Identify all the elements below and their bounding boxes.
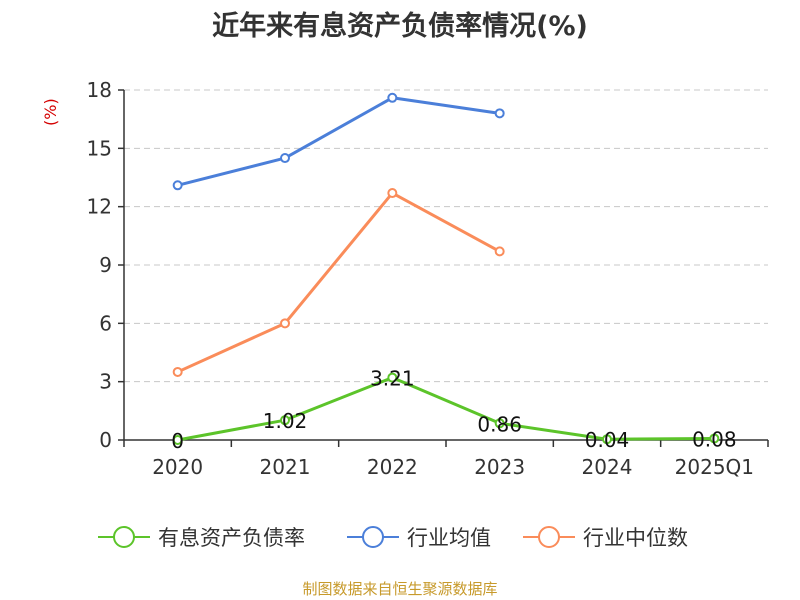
series-lines: [172, 92, 720, 445]
data-label: 0.04: [585, 428, 630, 452]
data-point: [172, 366, 183, 377]
y-tick-label: 0: [99, 428, 112, 452]
data-point: [494, 108, 505, 119]
legend-label: 行业均值: [407, 526, 491, 550]
legend-item-interest-debt-ratio[interactable]: 有息资产负债率: [98, 520, 305, 554]
data-point: [387, 92, 398, 103]
axes: 0 3 6 9 12 15 18 2020 2021 2022 2023 2024 2025Q1: [87, 78, 769, 479]
x-tick-label: 2025Q1: [675, 455, 754, 479]
data-point: [172, 180, 183, 191]
data-point: [280, 415, 290, 426]
source-note: 制图数据来自恒生聚源数据库: [302, 580, 498, 598]
y-tick-label: 15: [87, 136, 112, 160]
legend: 有息资产负债率 行业均值 行业中位数: [0, 520, 800, 554]
series-line: [177, 191, 501, 374]
legend-marker-orange: [523, 526, 575, 548]
y-tick-label: 18: [87, 78, 112, 102]
series-0: [172, 372, 720, 445]
legend-marker-green: [98, 526, 150, 548]
legend-item-industry-median[interactable]: 行业中位数: [523, 520, 688, 554]
data-label: 0.08: [692, 427, 737, 451]
legend-label: 行业中位数: [583, 526, 688, 550]
data-point: [494, 418, 505, 429]
series-line: [177, 376, 715, 442]
data-point: [387, 372, 398, 383]
data-point: [602, 434, 612, 445]
series-line: [177, 96, 500, 187]
data-label: 1.02: [263, 409, 308, 433]
gridlines: [124, 89, 768, 383]
data-label: 3.21: [370, 367, 415, 391]
legend-item-industry-mean[interactable]: 行业均值: [347, 520, 491, 554]
y-tick-label: 6: [99, 311, 112, 335]
y-tick-label: 3: [99, 370, 112, 394]
x-tick-label: 2023: [474, 455, 525, 479]
series-1: [172, 92, 505, 191]
legend-marker-blue: [347, 526, 399, 548]
data-point: [709, 433, 720, 444]
legend-label: 有息资产负债率: [158, 526, 305, 550]
y-axis-unit: (%): [41, 98, 60, 126]
data-label: 0.86: [477, 412, 522, 436]
data-point: [387, 188, 398, 199]
data-point: [280, 318, 290, 329]
series-2: [172, 188, 505, 377]
x-tick-label: 2020: [152, 455, 203, 479]
data-point: [172, 435, 183, 445]
x-tick-label: 2024: [582, 455, 633, 479]
data-point: [280, 153, 290, 164]
data-point: [494, 246, 505, 257]
y-tick-label: 9: [99, 253, 112, 277]
y-tick-label: 12: [87, 195, 112, 219]
x-tick-label: 2022: [367, 455, 418, 479]
chart-title: 近年来有息资产负债率情况(%): [212, 11, 588, 42]
data-label: 0: [171, 429, 184, 453]
data-labels: 0 1.02 3.21 0.86 0.04 0.08: [171, 367, 736, 453]
x-tick-label: 2021: [260, 455, 311, 479]
